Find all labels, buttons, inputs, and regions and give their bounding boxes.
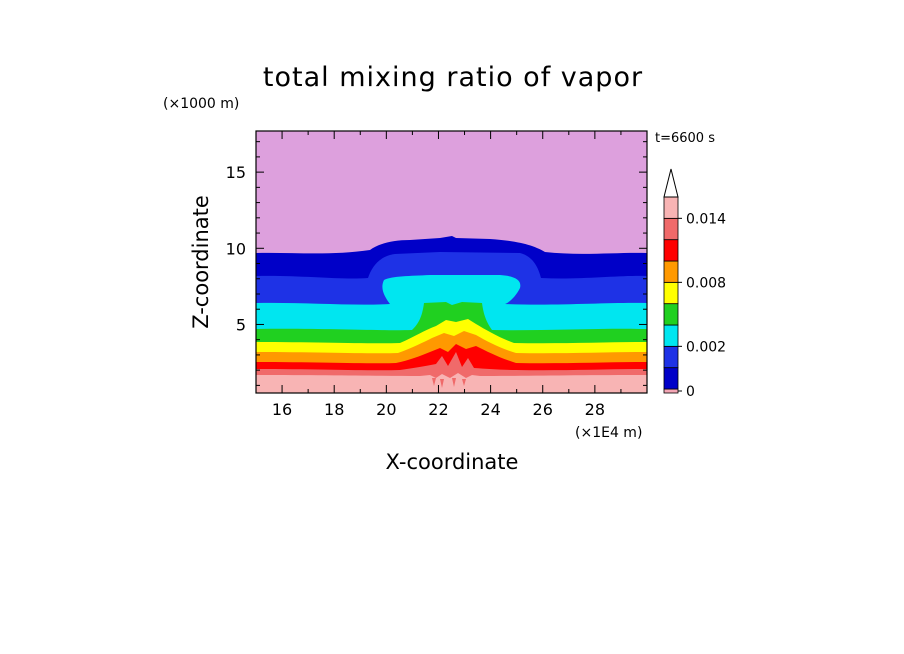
- x-tick-label: 18: [324, 400, 344, 419]
- colorbar-segment: [663, 303, 679, 326]
- x-unit-label: (×1E4 m): [575, 425, 642, 441]
- colorbar-label: 0: [686, 384, 695, 400]
- colorbar-label: 0.002: [686, 339, 726, 355]
- time-label: t=6600 s: [655, 131, 715, 146]
- colorbar-segment: [663, 239, 679, 262]
- x-tick-label: 26: [533, 400, 553, 419]
- contour-streaks: [432, 378, 466, 388]
- x-tick-label: 28: [585, 400, 605, 419]
- contour-band-016: [256, 373, 647, 393]
- y-tick-label: 10: [226, 239, 246, 258]
- plot-frame: [255, 130, 648, 394]
- colorbar-extension-arrow: [663, 168, 679, 198]
- x-tick-label: 16: [272, 400, 292, 419]
- y-tick-label: 15: [226, 163, 246, 182]
- x-tick-label: 20: [376, 400, 396, 419]
- colorbar: 0 0.002 0.008 0.014: [663, 168, 726, 400]
- colorbar-label: 0.008: [686, 275, 726, 291]
- chart-title: total mixing ratio of vapor: [263, 62, 643, 93]
- colorbar-segment: [663, 281, 679, 305]
- colorbar-segment: [663, 345, 679, 369]
- y-unit-label: (×1000 m): [163, 96, 239, 112]
- colorbar-segment: [663, 260, 679, 283]
- x-axis: 16 18 20 22 24 26 28: [255, 131, 648, 419]
- y-axis: 5 10 15: [226, 141, 647, 386]
- plot-area: [255, 130, 648, 394]
- colorbar-segment: [663, 217, 679, 241]
- y-axis-title: Z-coordinate: [189, 195, 213, 329]
- x-tick-label: 22: [428, 400, 448, 419]
- y-tick-label: 5: [236, 315, 246, 334]
- colorbar-segment: [663, 367, 679, 390]
- x-tick-label: 24: [480, 400, 500, 419]
- colorbar-label: 0.014: [686, 211, 726, 227]
- colorbar-segment: [663, 324, 679, 347]
- x-axis-title: X-coordinate: [386, 450, 519, 474]
- colorbar-segment: [663, 196, 679, 219]
- colorbar-segment: [663, 388, 679, 394]
